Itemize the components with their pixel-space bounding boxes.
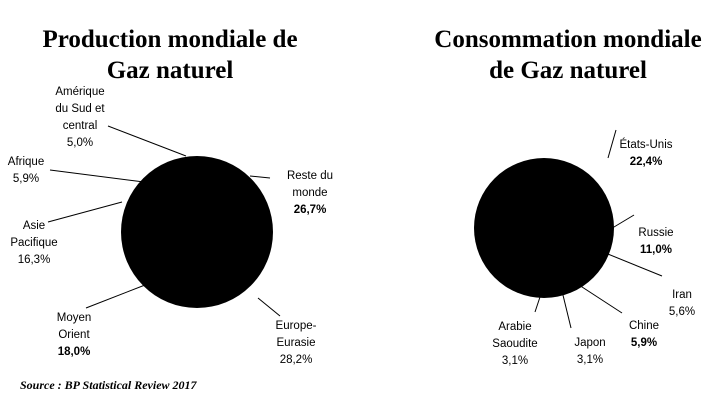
leader-europe	[257, 297, 281, 317]
leader-asie	[47, 201, 123, 223]
leader-reste-du-monde	[249, 175, 271, 179]
value-japon: 3,1%	[576, 354, 604, 366]
leader-arabie	[534, 290, 543, 313]
label-japon: Japon 3,1%	[568, 335, 612, 369]
leader-etats-unis	[607, 129, 617, 159]
label-etats-unis: États-Unis 22,4%	[614, 137, 678, 171]
label-arabie: Arabie Saoudite 3,1%	[484, 319, 546, 370]
consommation-chart-title: Consommation mondiale de Gaz naturel	[418, 24, 718, 86]
label-europe: Europe- Eurasie 28,2%	[266, 318, 326, 369]
leader-afrique	[49, 169, 145, 183]
consommation-pie	[474, 158, 614, 298]
label-moyen-orient: Moyen Orient 18,0%	[46, 310, 102, 361]
value-iran: 5,6%	[668, 306, 696, 318]
label-afrique: Afrique 5,9%	[2, 154, 50, 188]
leader-japon	[561, 290, 572, 329]
leader-iran	[597, 249, 663, 277]
value-europe: 28,2%	[279, 354, 313, 366]
production-title-line2: Gaz naturel	[106, 57, 234, 84]
label-asie: Asie Pacifique 16,3%	[2, 218, 66, 269]
label-amerique: Amérique du Sud et central 5,0%	[50, 84, 110, 152]
label-russie: Russie 11,0%	[632, 225, 680, 259]
production-pie	[121, 156, 273, 308]
label-chine: Chine 5,9%	[622, 318, 666, 352]
leader-russie	[608, 214, 635, 231]
leader-chine	[578, 284, 623, 314]
production-chart-title: Production mondiale de Gaz naturel	[10, 24, 330, 86]
consommation-title-line2: de Gaz naturel	[489, 57, 647, 84]
value-reste-du-monde: 26,7%	[293, 204, 327, 216]
label-reste-du-monde: Reste du monde 26,7%	[278, 168, 342, 219]
label-iran: Iran 5,6%	[660, 287, 704, 321]
source-note: Source : BP Statistical Review 2017	[20, 378, 197, 392]
value-afrique: 5,9%	[12, 173, 40, 185]
leader-moyen-orient	[85, 284, 146, 309]
consommation-title-line1: Consommation mondiale	[434, 26, 702, 53]
value-moyen-orient: 18,0%	[57, 346, 91, 358]
value-arabie: 3,1%	[501, 355, 529, 367]
value-chine: 5,9%	[630, 337, 658, 349]
value-etats-unis: 22,4%	[629, 156, 663, 168]
value-amerique: 5,0%	[66, 137, 94, 149]
value-russie: 11,0%	[640, 244, 672, 256]
value-asie: 16,3%	[17, 254, 51, 266]
leader-amerique	[107, 125, 187, 157]
production-title-line1: Production mondiale de	[42, 26, 298, 53]
